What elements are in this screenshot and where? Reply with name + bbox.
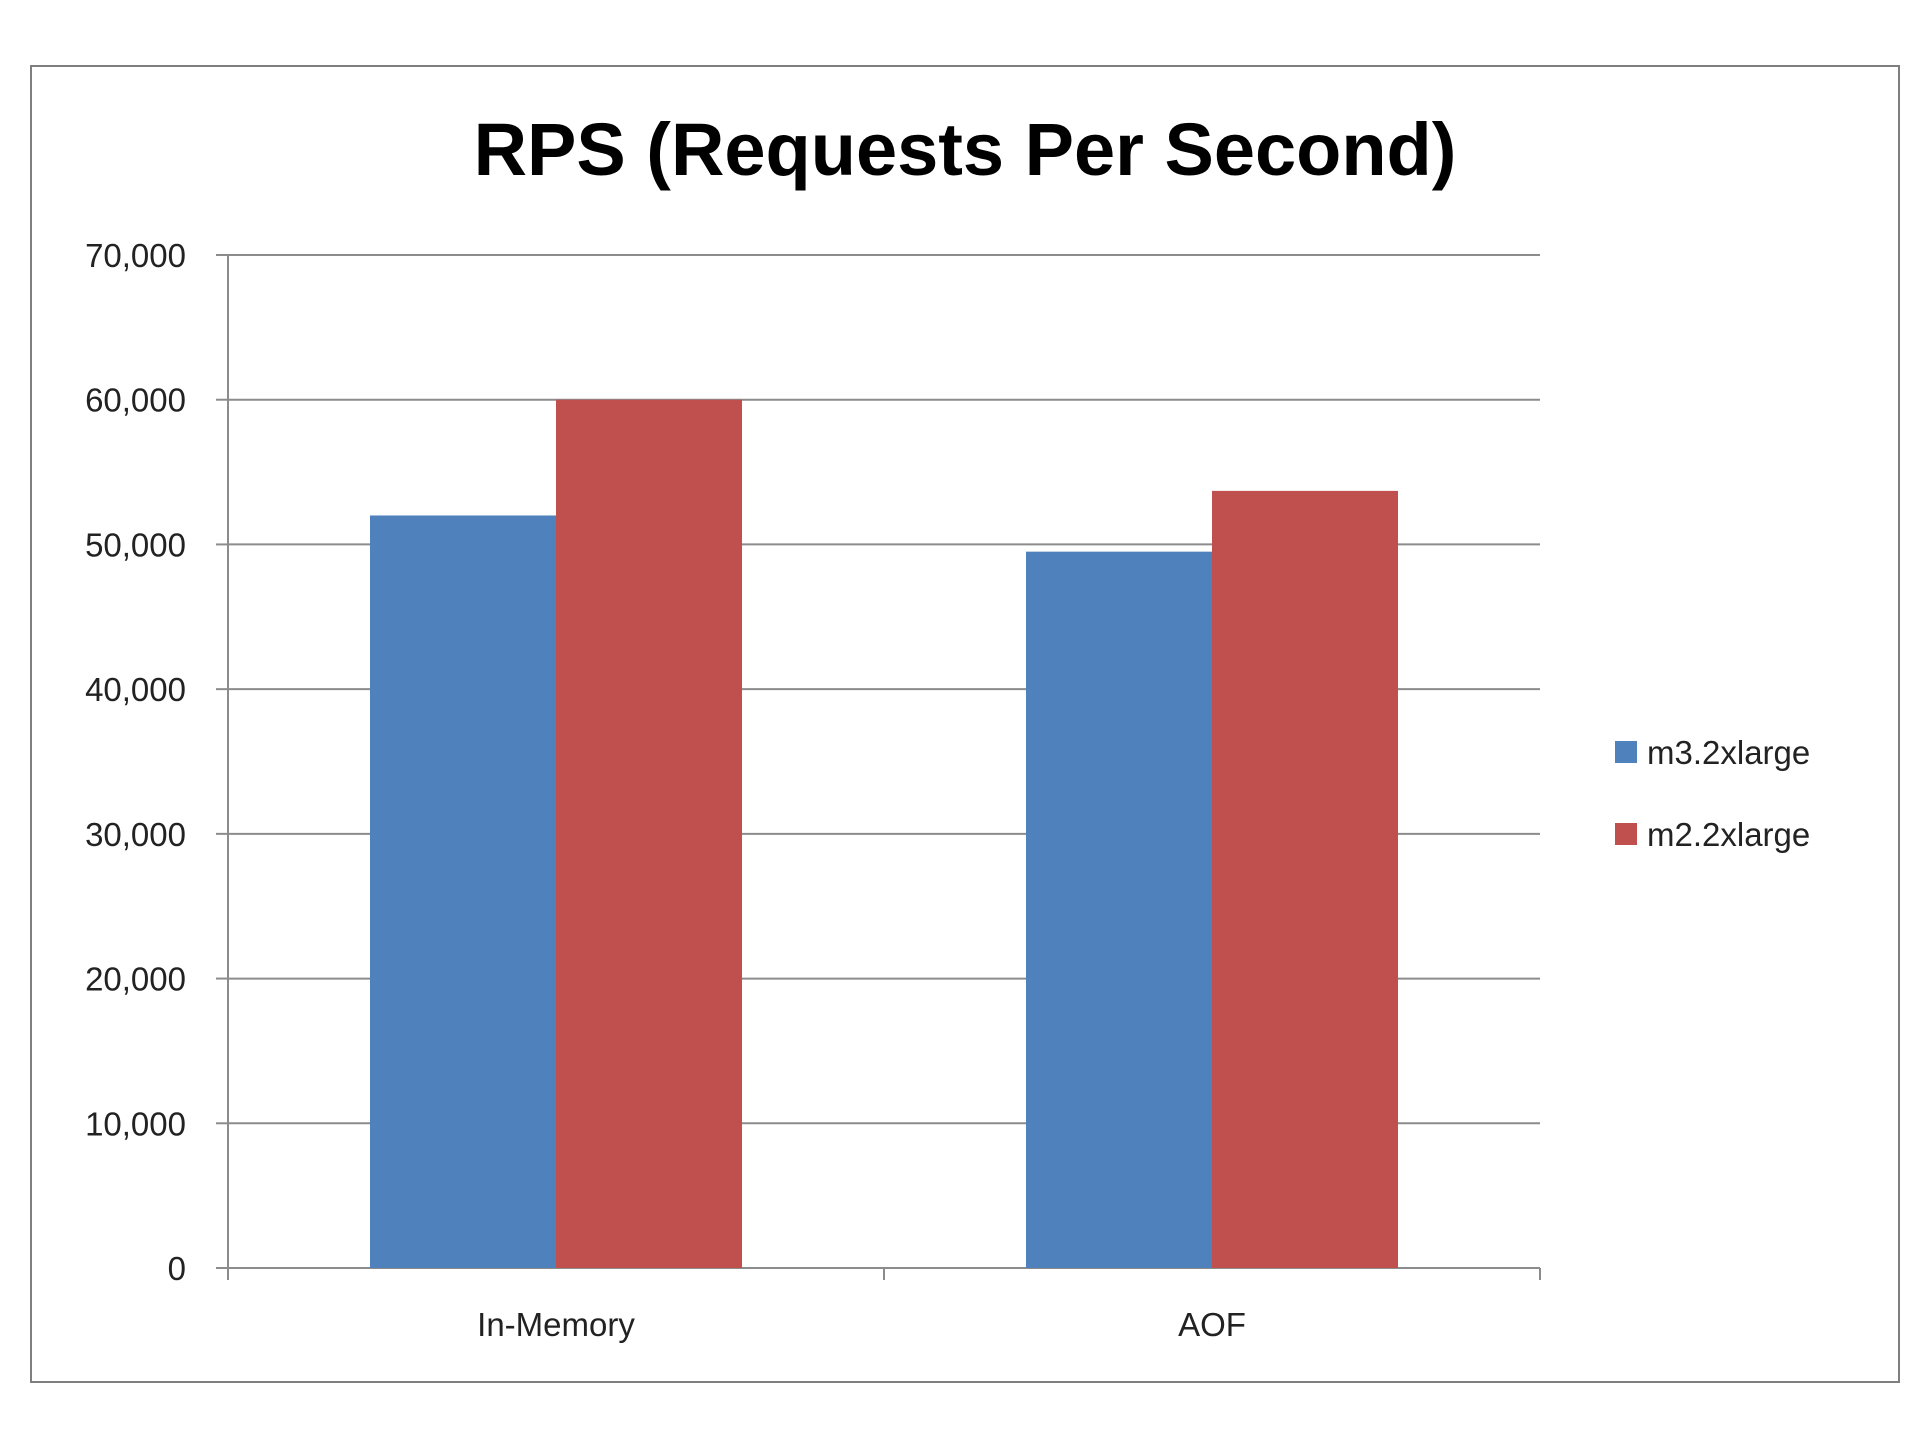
x-tick-label: In-Memory — [477, 1306, 635, 1343]
bar-m3-2xlarge-aof — [1026, 551, 1212, 1268]
y-tick-labels: 0 10,000 20,000 30,000 40,000 50,000 60,000 70,… — [85, 237, 186, 1287]
chart-title: RPS (Requests Per Second) — [474, 108, 1457, 191]
bar-m2-2xlarge-in-memory — [556, 399, 742, 1268]
y-tick-label: 30,000 — [85, 816, 186, 853]
legend-swatch — [1615, 823, 1637, 845]
chart-frame — [30, 65, 1900, 1383]
y-tick-label: 10,000 — [85, 1105, 186, 1142]
bars — [370, 399, 1398, 1268]
legend-swatch — [1615, 741, 1637, 763]
bar-m3-2xlarge-in-memory — [370, 515, 556, 1268]
y-tick-label: 40,000 — [85, 671, 186, 708]
y-tick-label: 0 — [168, 1250, 186, 1287]
legend-label: m3.2xlarge — [1647, 734, 1810, 771]
x-tick-labels: In-Memory AOF — [477, 1306, 1246, 1343]
y-tick-label: 70,000 — [85, 237, 186, 274]
legend-label: m2.2xlarge — [1647, 816, 1810, 853]
y-tick-label: 20,000 — [85, 961, 186, 998]
y-tick-label: 60,000 — [85, 382, 186, 419]
x-tick-label: AOF — [1178, 1306, 1246, 1343]
bar-m2-2xlarge-aof — [1212, 490, 1398, 1268]
y-tick-label: 50,000 — [85, 526, 186, 563]
legend: m3.2xlarge m2.2xlarge — [1615, 734, 1810, 853]
